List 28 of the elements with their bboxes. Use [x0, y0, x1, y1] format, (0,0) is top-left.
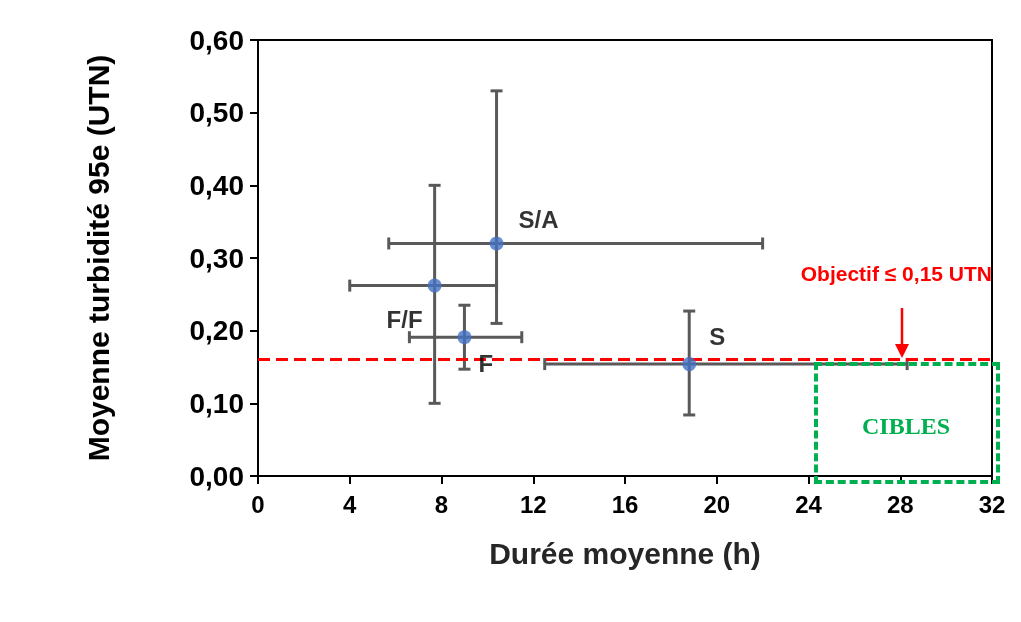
series-label: F — [478, 349, 494, 377]
y-tick-label: 0,50 — [189, 97, 244, 129]
y-tick-label: 0,60 — [189, 24, 244, 56]
point — [427, 278, 442, 293]
x-tick-label: 32 — [978, 490, 1006, 518]
y-axis-title: Moyenne turbidité 95e (UTN) — [81, 54, 115, 462]
x-axis-title: Durée moyenne (h) — [489, 536, 761, 570]
y-tick-label: 0,40 — [189, 169, 244, 201]
series-label: F/F — [386, 306, 423, 334]
annotation: CIBLES — [861, 413, 951, 439]
x-tick-label: 20 — [703, 490, 731, 518]
series-label: S — [709, 322, 726, 350]
x-tick-label: 12 — [519, 490, 547, 518]
x-tick-label: 4 — [343, 490, 358, 518]
x-tick-label: 16 — [611, 490, 639, 518]
point — [489, 236, 504, 251]
y-tick-label: 0,00 — [189, 460, 244, 492]
y-tick-label: 0,20 — [189, 315, 244, 347]
x-tick-label: 8 — [434, 490, 449, 518]
series-label: S/A — [518, 205, 559, 233]
ref-line-label: Objectif ≤ 0,15 UTN — [800, 261, 992, 285]
y-tick-label: 0,30 — [189, 242, 244, 274]
point — [682, 357, 697, 372]
y-tick-label: 0,10 — [189, 387, 244, 419]
x-tick-label: 28 — [886, 490, 914, 518]
x-tick-label: 24 — [795, 490, 823, 518]
x-tick-label: 0 — [251, 490, 265, 518]
point — [457, 330, 472, 345]
